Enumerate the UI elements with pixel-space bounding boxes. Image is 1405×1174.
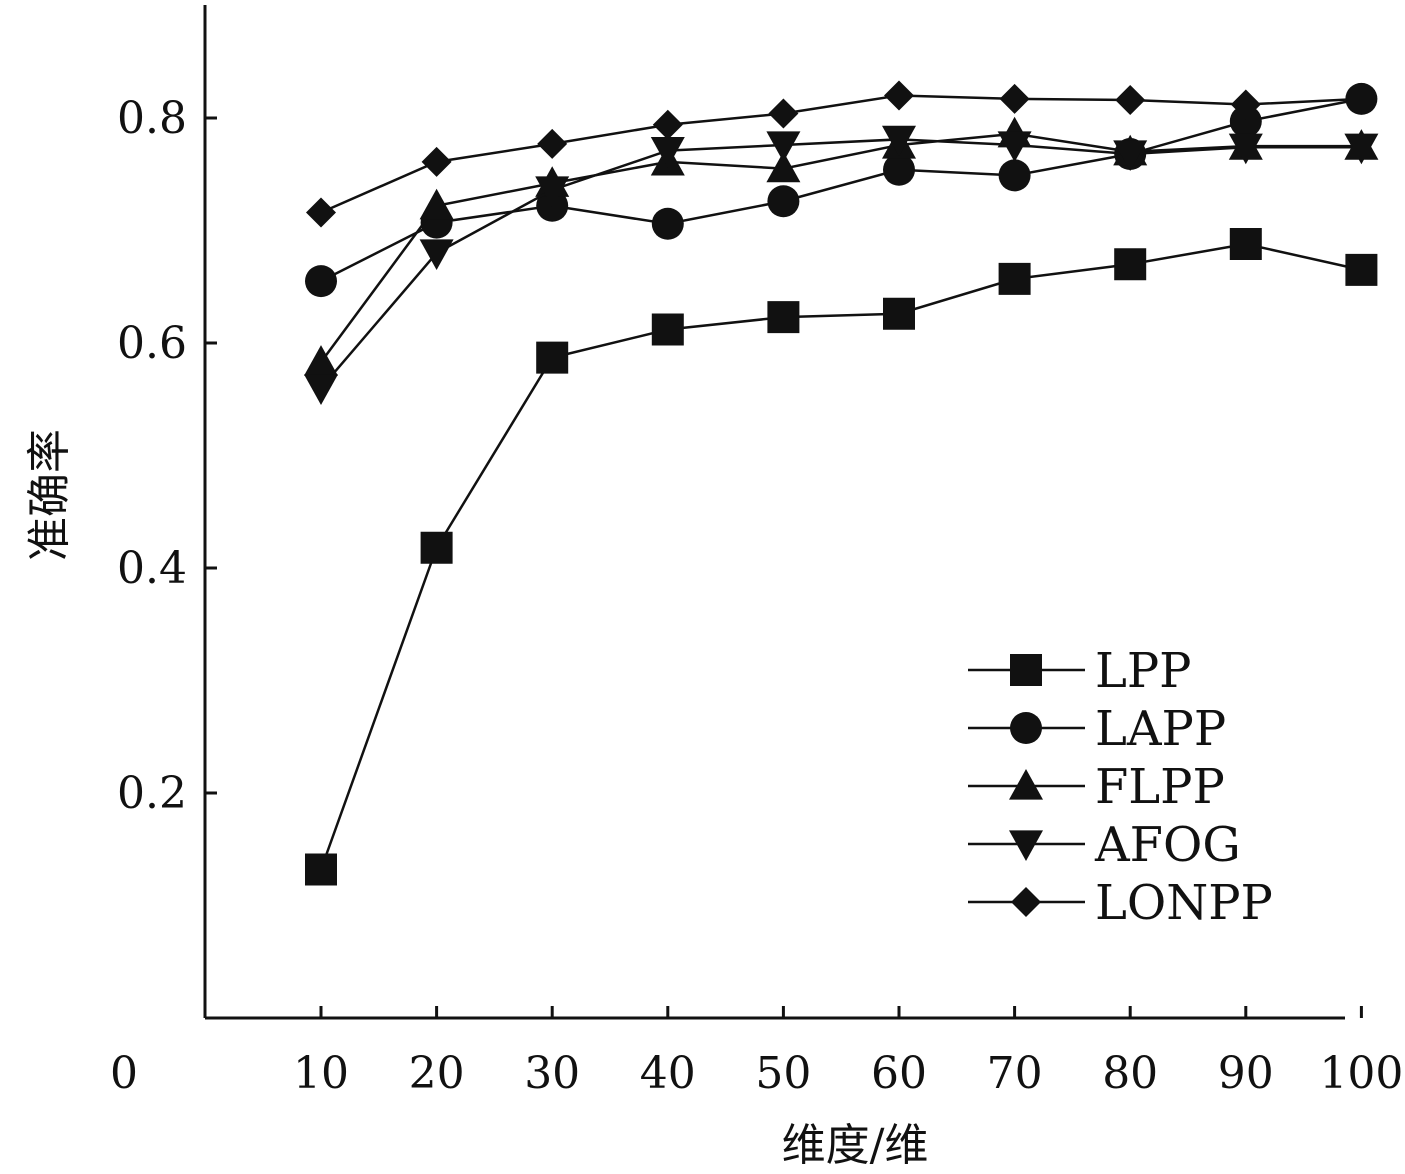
data-point-diamond [1115,85,1146,115]
data-point-triangle-up [766,151,801,183]
data-point-square [420,531,453,564]
data-point-diamond [768,98,799,129]
series-line [320,138,1362,389]
data-point-diamond [421,146,452,177]
data-point-diamond [652,109,683,140]
data-point-triangle-down [766,131,801,162]
data-point-circle [1229,105,1262,138]
x-axis-label: 维度/维 [782,1120,929,1171]
series-line [320,94,1362,214]
data-point-square [998,262,1031,295]
series-line [319,242,1362,870]
data-point-triangle-down [882,125,916,157]
data-point-triangle-down [997,131,1032,162]
data-point-triangle-up [304,345,338,376]
data-point-square [1345,253,1378,286]
data-point-diamond [1230,89,1261,120]
x-tick-label: 50 [755,1048,811,1099]
x-tick-label: 40 [640,1048,696,1099]
data-point-square [1229,228,1262,260]
series-line [319,132,1362,363]
data-point-diamond [999,83,1030,114]
x-tick-label: 60 [871,1048,927,1099]
data-point-triangle-down [1228,133,1263,165]
data-point-square [651,313,684,346]
data-point-diamond [884,80,914,111]
series-line [320,97,1362,283]
y-tick-label: 0.6 [117,318,187,369]
data-point-triangle-down [1344,133,1379,165]
data-point-circle [883,153,915,186]
data-point-triangle-up [419,188,454,220]
x-tick-label: 70 [987,1048,1043,1099]
axes: 0.2 0.4 0.6 0.8 0 10 20 30 40 50 60 70 80 90 100 [110,5,1403,1099]
legend-label: LPP [1095,643,1191,699]
legend-label: AFOG [1094,817,1241,873]
legend-item-lpp: LPP [968,643,1191,699]
data-point-triangle-down [419,239,454,270]
x-tick-label: 20 [409,1048,465,1099]
data-point-triangle-down [535,176,570,207]
legend-marker-square [1010,654,1042,686]
legend-label: LONPP [1095,875,1273,931]
legend-marker-diamond [1011,887,1041,917]
legend-marker-triangle-up [1009,769,1043,800]
x-tick-label: 0 [110,1048,138,1099]
legend-item-flpp: FLPP [968,759,1225,815]
series-lonpp [306,80,1377,228]
x-tick-label: 100 [1319,1048,1403,1099]
data-point-square [305,853,337,886]
y-tick-label: 0.4 [117,543,187,594]
legend-marker-circle [1010,712,1042,744]
legend-item-afog: AFOG [968,817,1241,873]
data-point-circle [651,207,684,240]
series-lapp [305,82,1378,298]
data-point-square [767,301,800,334]
series-lpp [305,228,1378,886]
data-point-triangle-down [650,137,685,168]
x-tick-label: 90 [1218,1048,1274,1099]
data-point-circle [998,159,1031,192]
data-point-diamond [537,128,568,159]
data-point-square [536,341,569,374]
legend-marker-triangle-down [1009,830,1043,861]
data-point-square [883,297,915,330]
data-point-square [1114,248,1147,281]
data-point-diamond [1346,83,1377,114]
series-flpp [304,116,1379,376]
series-layer [304,80,1379,886]
data-point-circle [767,185,800,218]
data-point-diamond [306,197,336,228]
legend-item-lapp: LAPP [968,701,1226,757]
x-tick-label: 10 [293,1048,349,1099]
data-point-triangle-down [304,374,338,405]
x-tick-label: 80 [1102,1048,1158,1099]
y-tick-label: 0.2 [117,768,187,819]
legend-label: FLPP [1095,759,1225,815]
legend-label: LAPP [1095,701,1226,757]
y-axis-label: 准确率 [24,429,75,561]
legend-item-lonpp: LONPP [968,875,1273,931]
data-point-circle [305,265,337,298]
x-tick-label: 30 [524,1048,580,1099]
series-afog [304,125,1379,405]
y-tick-label: 0.8 [117,93,187,144]
data-point-triangle-down [1113,140,1148,171]
